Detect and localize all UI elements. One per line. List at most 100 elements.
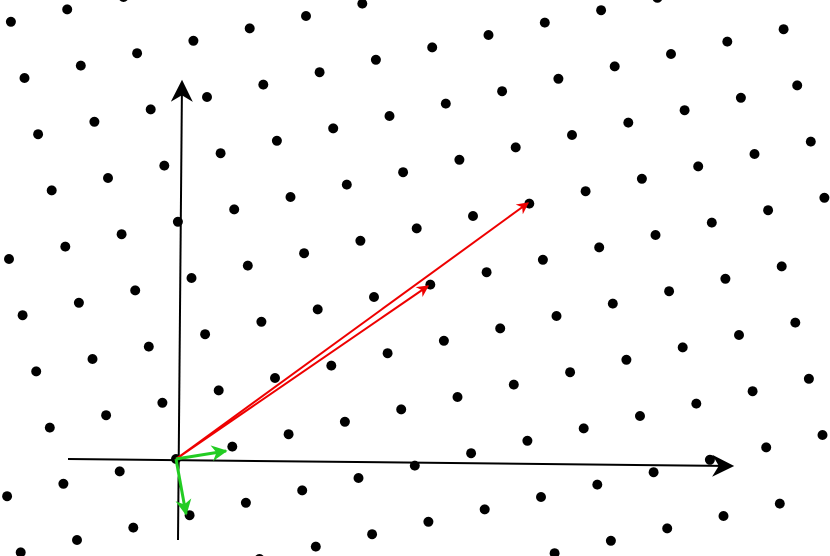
red-vector — [175, 285, 429, 460]
lattice-point — [635, 411, 645, 421]
lattice-point — [270, 373, 280, 383]
lattice-point — [188, 35, 199, 46]
lattice-point — [60, 241, 71, 252]
lattice-point — [114, 466, 125, 477]
lattice-point — [662, 523, 673, 534]
lattice-point — [706, 217, 717, 228]
lattice-point — [314, 67, 325, 78]
lattice-point — [159, 160, 170, 171]
lattice-point — [776, 261, 787, 272]
lattice-point — [819, 192, 830, 203]
lattice-point — [677, 342, 688, 353]
lattice-point — [355, 235, 366, 246]
lattice-point — [423, 516, 434, 527]
lattice-point — [213, 385, 224, 396]
lattice-point — [522, 435, 533, 446]
lattice-point — [341, 179, 352, 190]
lattice-point — [761, 442, 772, 453]
green-vector — [175, 445, 228, 462]
lattice-point — [691, 398, 702, 409]
lattice-point — [510, 142, 521, 153]
lattice-point — [5, 16, 16, 27]
lattice-point — [384, 111, 395, 121]
lattice-point — [31, 366, 42, 377]
lattice-point — [143, 341, 154, 352]
lattice-point — [805, 136, 816, 147]
lattice-point — [565, 367, 576, 378]
lattice-point — [468, 211, 478, 221]
lattice-point — [244, 23, 255, 34]
lattice-point — [89, 116, 100, 127]
lattice-point — [621, 354, 632, 365]
lattice-point — [596, 5, 607, 16]
lattice-point — [17, 310, 28, 321]
lattice-point — [2, 491, 13, 502]
lattice-point — [508, 379, 519, 390]
lattice-point — [200, 329, 211, 340]
lattice-point — [792, 80, 803, 91]
lattice-point — [326, 360, 337, 371]
lattice-point — [299, 248, 310, 259]
lattice-point — [328, 123, 339, 134]
lattice-point — [256, 316, 267, 327]
lattice-point — [652, 0, 662, 3]
lattice-point — [774, 498, 785, 509]
lattice-point — [382, 348, 393, 359]
lattice-point — [452, 392, 463, 402]
lattice-point — [609, 61, 620, 72]
lattice-point — [580, 186, 591, 197]
lattice-point — [664, 286, 675, 297]
lattice-point — [157, 397, 168, 408]
lattice-point — [720, 273, 731, 284]
lattice-point — [285, 192, 296, 202]
lattice-point — [778, 24, 789, 35]
lattice-point — [103, 173, 113, 183]
y-axis — [170, 79, 193, 541]
lattice-point — [481, 267, 492, 278]
lattice-point — [202, 92, 212, 102]
lattice-point — [242, 260, 253, 271]
lattice-point — [650, 230, 661, 240]
lattice-point — [817, 430, 828, 440]
lattice-point — [693, 161, 704, 172]
lattice-point — [353, 473, 364, 483]
lattice-point — [483, 30, 494, 40]
lattice-point — [411, 223, 422, 234]
lattice-point — [704, 454, 715, 465]
lattice-point — [425, 279, 436, 290]
lattice-point — [790, 317, 801, 328]
lattice-point — [370, 54, 381, 65]
lattice-point — [648, 467, 659, 478]
lattice-point — [46, 185, 57, 196]
lattice-point — [312, 304, 323, 315]
lattice-point — [369, 292, 379, 302]
lattice-point — [283, 429, 294, 440]
lattice-point — [44, 422, 55, 433]
lattice-point — [15, 547, 26, 556]
lattice-point — [735, 92, 746, 103]
lattice-point — [607, 298, 618, 309]
lattice-point — [297, 485, 308, 496]
lattice-point — [592, 479, 603, 490]
lattice-point — [539, 17, 550, 28]
lattice-point — [497, 86, 508, 97]
lattice-point — [396, 404, 407, 415]
lattice-point — [749, 149, 760, 159]
lattice-point — [4, 254, 14, 264]
lattice-point — [87, 354, 98, 364]
lattice-point — [551, 311, 562, 321]
lattice-point — [722, 36, 733, 47]
lattice-point — [215, 148, 226, 159]
lattice-point — [33, 129, 44, 140]
lattice-point — [271, 135, 282, 146]
lattice-point — [310, 541, 321, 552]
lattice-point — [367, 529, 378, 540]
lattice-point — [58, 478, 69, 489]
lattice-point — [240, 497, 251, 508]
lattice-point — [357, 0, 368, 9]
lattice-point — [398, 167, 409, 178]
x-axis — [67, 454, 735, 477]
lattice-point — [553, 73, 564, 84]
lattice-point — [734, 330, 744, 340]
